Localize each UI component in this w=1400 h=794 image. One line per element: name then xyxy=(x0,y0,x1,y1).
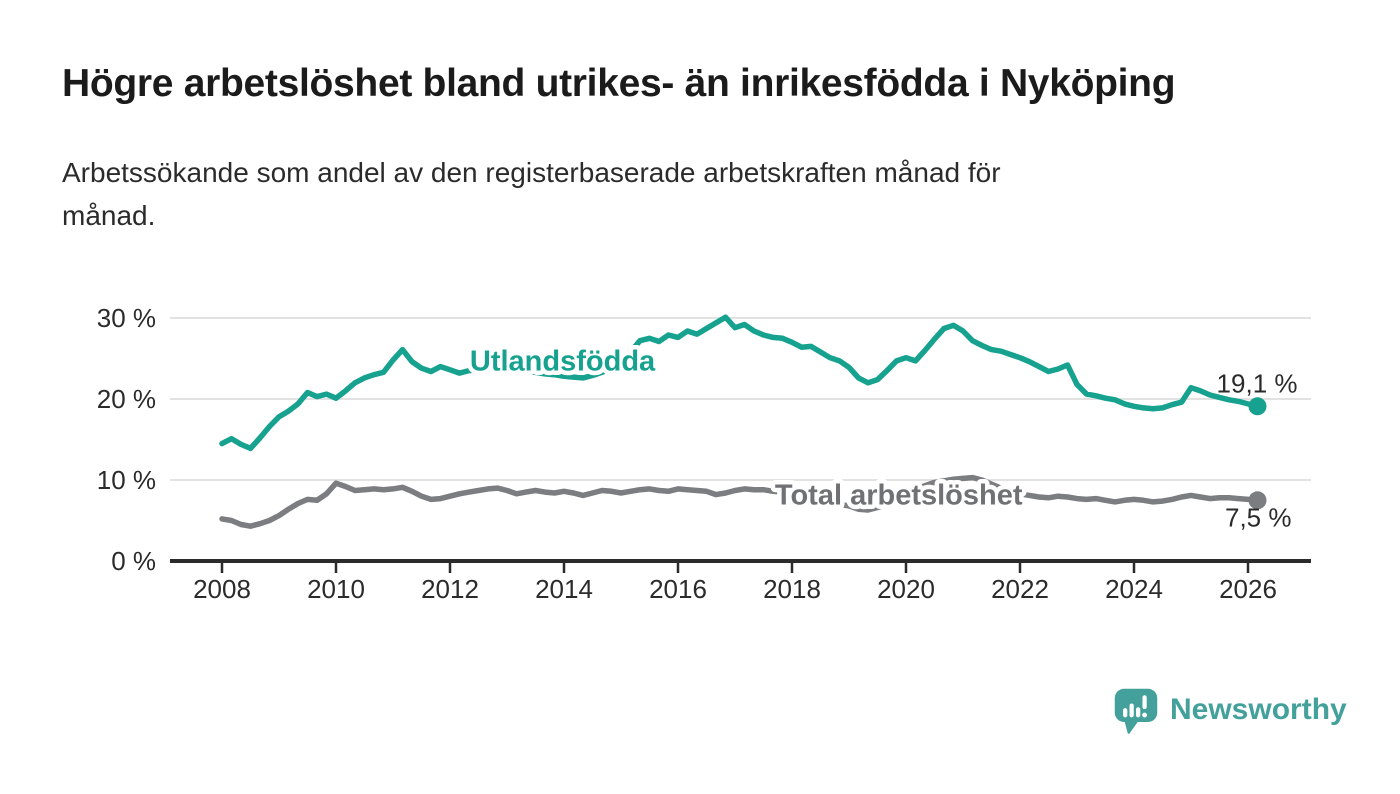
x-axis-label-2026: 2026 xyxy=(1219,574,1277,604)
x-axis-label-2022: 2022 xyxy=(991,574,1049,604)
series-label-utlandsfodda: Utlandsfödda xyxy=(470,346,656,378)
chart-title: Högre arbetslöshet bland utrikes- än inr… xyxy=(62,62,1176,105)
subtitle-line-2: månad. xyxy=(62,199,156,231)
x-axis-label-2008: 2008 xyxy=(193,574,251,604)
x-axis-label-2020: 2020 xyxy=(877,574,935,604)
series-label-total-arbetsloshet: Total arbetslöshet xyxy=(775,479,1023,511)
y-axis-label-0: 0 % xyxy=(111,546,156,576)
y-axis-label-10: 10 % xyxy=(97,465,156,495)
newsworthy-brand: Newsworthy xyxy=(1112,686,1347,734)
brand-name: Newsworthy xyxy=(1170,693,1347,726)
bar-chart-speech-bubble-icon xyxy=(1114,688,1158,734)
x-axis-label-2024: 2024 xyxy=(1105,574,1163,604)
x-axis-label-2012: 2012 xyxy=(421,574,479,604)
series-line-total-arbetsloshet xyxy=(219,474,1261,529)
series-end-value-total-arbetsloshet: 7,5 % xyxy=(1225,502,1292,532)
y-axis-label-30: 30 % xyxy=(97,303,156,333)
x-axis-label-2014: 2014 xyxy=(535,574,593,604)
chart-subtitle: Arbetssökande som andel av den registerb… xyxy=(62,152,1001,237)
y-axis-label-20: 20 % xyxy=(97,384,156,414)
x-axis-label-2018: 2018 xyxy=(763,574,821,604)
series-end-value-utlandsfodda: 19,1 % xyxy=(1217,368,1298,398)
series-line-utlandsfodda xyxy=(219,314,1261,452)
subtitle-line-1: Arbetssökande som andel av den registerb… xyxy=(62,157,1001,188)
x-axis-label-2010: 2010 xyxy=(307,574,365,604)
x-axis-label-2016: 2016 xyxy=(649,574,707,604)
series-end-dot-utlandsfodda xyxy=(1248,397,1267,416)
series-end-dot-total-arbetsloshet xyxy=(1248,491,1267,510)
